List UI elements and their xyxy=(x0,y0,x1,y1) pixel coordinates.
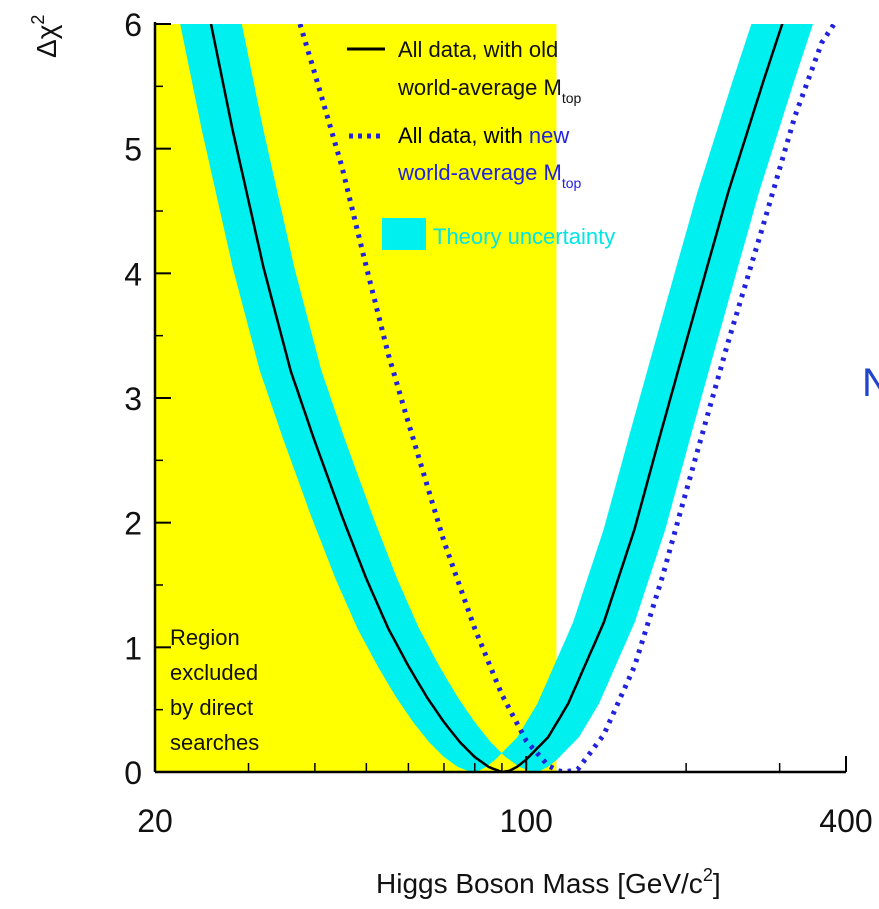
legend-old-line1: All data, with old xyxy=(398,37,558,62)
legend: All data, with old world-average Mtop Al… xyxy=(347,37,615,250)
edge-glyph: N xyxy=(862,361,879,405)
legend-new-sub: top xyxy=(562,175,582,191)
x-axis-label-close: ] xyxy=(713,868,721,899)
axis-labels: Δχ2 Higgs Boson Mass [GeV/c2] xyxy=(28,15,721,899)
legend-new-line1: All data, with new xyxy=(398,123,569,148)
x-tick-label: 400 xyxy=(819,803,872,839)
legend-old-sub: top xyxy=(562,90,582,106)
y-tick-label: 6 xyxy=(124,7,142,43)
excluded-region-label-line: by direct xyxy=(170,695,253,720)
legend-old-line2: world-average Mtop xyxy=(397,75,582,106)
legend-new-line2: world-average Mtop xyxy=(397,160,582,191)
y-axis-label: Δχ2 xyxy=(28,15,62,58)
theory-uncertainty-band xyxy=(180,24,814,772)
legend-new-line2-main: world-average M xyxy=(397,160,562,185)
x-axis-label: Higgs Boson Mass [GeV/c2] xyxy=(376,865,721,899)
y-tick-label: 2 xyxy=(124,506,142,542)
x-tick-label: 20 xyxy=(137,803,173,839)
excluded-region-label-line: Region xyxy=(170,625,240,650)
series-layer xyxy=(209,24,837,772)
y-tick-label: 1 xyxy=(124,630,142,666)
tick-layer: 0 1 2 3 4 5 6 20 100 400 xyxy=(124,7,872,839)
y-axis-label-sup: 2 xyxy=(28,15,48,25)
x-axis-label-sup: 2 xyxy=(703,865,713,885)
excluded-region-label-line: searches xyxy=(170,730,259,755)
y-tick-label: 0 xyxy=(124,755,142,791)
x-axis-label-main: Higgs Boson Mass [GeV/c xyxy=(376,868,703,899)
legend-band-swatch xyxy=(382,218,426,250)
y-tick-label: 5 xyxy=(124,132,142,168)
y-tick-label: 4 xyxy=(124,256,142,292)
legend-new-line1-prefix: All data, with xyxy=(398,123,529,148)
theory-band-polygon xyxy=(180,24,814,772)
excluded-region-label-line: excluded xyxy=(170,660,258,685)
y-axis-label-main: Δχ xyxy=(31,24,62,58)
legend-new-line1-word: new xyxy=(529,123,569,148)
legend-old-line2-main: world-average M xyxy=(397,75,562,100)
series-line-old-mtop xyxy=(209,24,784,772)
legend-band-label: Theory uncertainty xyxy=(433,224,615,249)
y-tick-label: 3 xyxy=(124,381,142,417)
excluded-region-label: Region excluded by direct searches xyxy=(170,625,259,755)
x-tick-label: 100 xyxy=(500,803,553,839)
